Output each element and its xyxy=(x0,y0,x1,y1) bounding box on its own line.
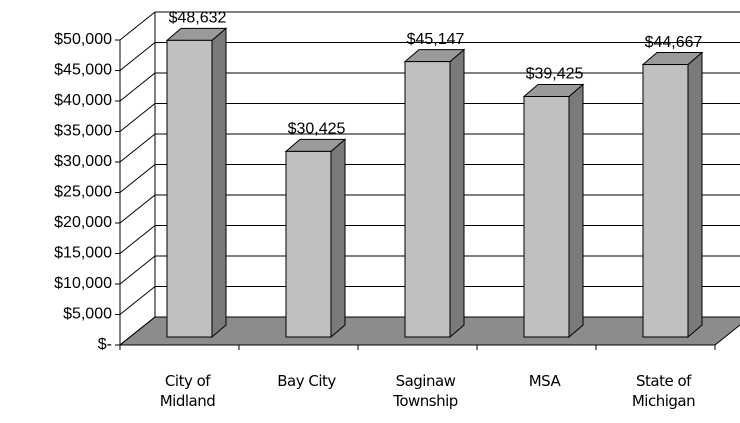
value-label: $30,425 xyxy=(288,121,346,138)
x-tick-label: MSA xyxy=(528,372,561,390)
bar xyxy=(166,39,213,338)
bar-side xyxy=(449,48,465,339)
grid-line xyxy=(119,286,156,315)
grid-line xyxy=(119,225,156,254)
y-tick-label: $40,000 xyxy=(54,92,112,109)
x-tick-label: Saginaw Township xyxy=(393,372,458,410)
grid-line xyxy=(119,103,156,132)
y-tick-label: $45,000 xyxy=(54,62,112,79)
value-label: $44,667 xyxy=(645,34,703,51)
grid-line xyxy=(119,11,156,41)
bar-side xyxy=(568,83,584,339)
y-tick-label: $50,000 xyxy=(54,31,112,48)
y-tick-label: $10,000 xyxy=(54,275,112,292)
y-tick-label: $5,000 xyxy=(63,306,112,323)
y-tick-label: $30,000 xyxy=(54,153,112,170)
x-tick-label: State of Michigan xyxy=(631,372,696,410)
grid-line xyxy=(119,72,156,102)
grid-line xyxy=(119,194,156,224)
value-label: $48,632 xyxy=(169,10,227,27)
grid-line xyxy=(119,133,156,163)
x-tick-label: Bay City xyxy=(277,372,336,390)
y-tick-label: $25,000 xyxy=(54,184,112,201)
bar-side xyxy=(330,138,346,339)
value-label: $45,147 xyxy=(407,31,465,48)
x-tick-label: City of Midland xyxy=(159,372,216,410)
value-label: $39,425 xyxy=(526,66,584,83)
y-tick-label: $35,000 xyxy=(54,123,112,140)
y-tick-label: $15,000 xyxy=(54,245,112,262)
grid-line xyxy=(119,316,156,346)
bar-side xyxy=(687,51,703,339)
grid-line xyxy=(119,42,156,71)
y-tick-label: $- xyxy=(98,336,112,353)
grid-line xyxy=(119,255,156,285)
grid-line xyxy=(119,164,156,193)
y-tick-label: $20,000 xyxy=(54,214,112,231)
bar xyxy=(642,64,689,338)
bar-side xyxy=(211,27,227,339)
bar xyxy=(285,150,332,338)
bar xyxy=(404,61,451,338)
bar xyxy=(523,96,570,338)
